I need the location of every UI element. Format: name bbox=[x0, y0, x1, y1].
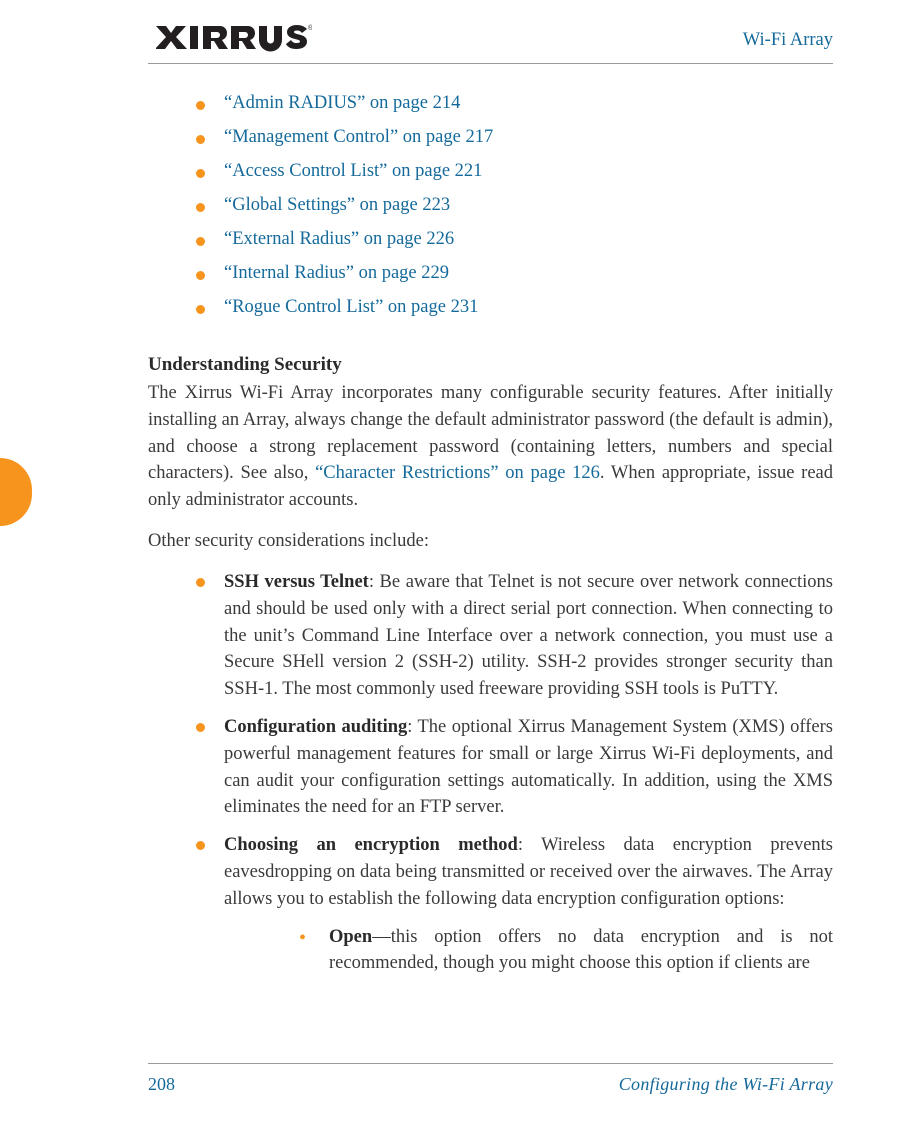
xref-link[interactable]: “External Radius” on page 226 bbox=[196, 230, 833, 264]
xref-link[interactable]: “Admin RADIUS” on page 214 bbox=[196, 94, 833, 128]
page-content: ® Wi-Fi Array “Admin RADIUS” on page 214… bbox=[148, 28, 833, 998]
xref-link[interactable]: “Global Settings” on page 223 bbox=[196, 196, 833, 230]
xref-link[interactable]: “Access Control List” on page 221 bbox=[196, 162, 833, 196]
cross-reference-list: “Admin RADIUS” on page 214 “Management C… bbox=[196, 94, 833, 332]
list-item: Configuration auditing: The optional Xir… bbox=[196, 714, 833, 832]
list-item: Choosing an encryption method: Wireless … bbox=[196, 832, 833, 998]
inline-xref[interactable]: “Character Restrictions” on page 126 bbox=[315, 463, 600, 483]
xref-link[interactable]: “Rogue Control List” on page 231 bbox=[196, 298, 833, 332]
page-number: 208 bbox=[148, 1074, 175, 1094]
xref-link[interactable]: “Management Control” on page 217 bbox=[196, 128, 833, 162]
header-product-name: Wi-Fi Array bbox=[743, 30, 833, 51]
paragraph: The Xirrus Wi-Fi Array incorporates many… bbox=[148, 380, 833, 514]
bullet-list: SSH versus Telnet: Be aware that Telnet … bbox=[196, 569, 833, 998]
sub-item-lead: Open bbox=[329, 927, 372, 947]
xref-link[interactable]: “Internal Radius” on page 229 bbox=[196, 264, 833, 298]
page-footer: 208 Configuring the Wi-Fi Array bbox=[148, 1063, 833, 1095]
body-content: “Admin RADIUS” on page 214 “Management C… bbox=[148, 64, 833, 998]
svg-text:®: ® bbox=[308, 24, 312, 32]
sub-bullet-list: Open—this option offers no data encrypti… bbox=[299, 924, 833, 988]
xirrus-logo: ® bbox=[156, 24, 312, 52]
page-header: ® Wi-Fi Array bbox=[148, 28, 833, 64]
sub-list-item: Open—this option offers no data encrypti… bbox=[299, 924, 833, 988]
thumb-tab bbox=[0, 458, 32, 526]
list-item-lead: SSH versus Telnet bbox=[224, 572, 369, 592]
sub-item-text: —this option offers no data encryption a… bbox=[329, 927, 833, 974]
footer-section-title: Configuring the Wi-Fi Array bbox=[619, 1074, 833, 1095]
list-item-lead: Choosing an encryption method bbox=[224, 835, 518, 855]
list-item: SSH versus Telnet: Be aware that Telnet … bbox=[196, 569, 833, 714]
section-heading: Understanding Security bbox=[148, 354, 833, 376]
paragraph: Other security considerations include: bbox=[148, 528, 833, 555]
list-item-lead: Configuration auditing bbox=[224, 717, 407, 737]
